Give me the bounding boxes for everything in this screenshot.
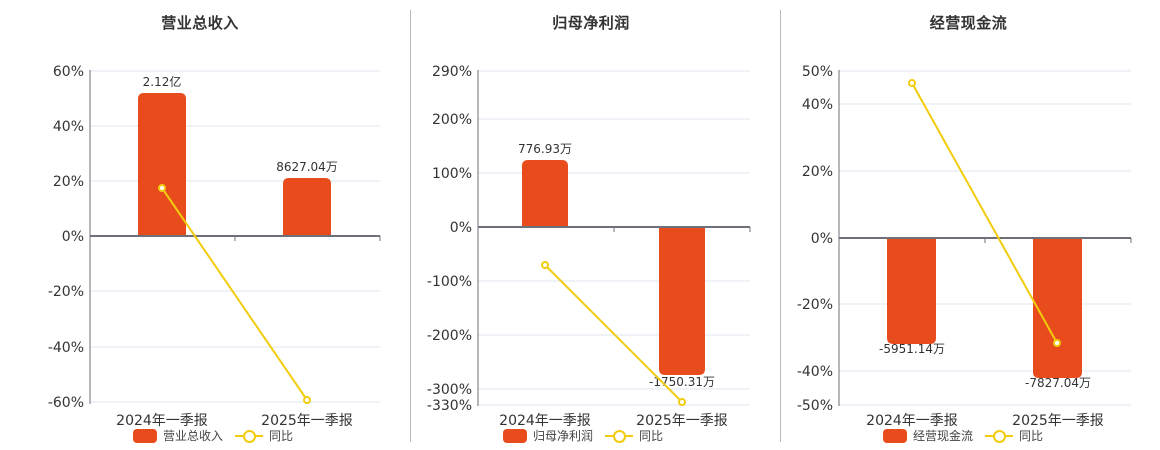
legend-bar-label[interactable]: 营业总收入: [163, 429, 224, 443]
svg-text:100%: 100%: [432, 166, 472, 182]
svg-text:2024年一季报: 2024年一季报: [116, 413, 208, 429]
bar-2024[interactable]: [887, 238, 936, 344]
bar-2025[interactable]: [659, 227, 705, 375]
svg-text:20%: 20%: [53, 174, 84, 190]
svg-text:40%: 40%: [802, 97, 833, 113]
svg-text:2024年一季报: 2024年一季报: [866, 413, 958, 429]
y-axis-labels: 290% 200% 100% 0% -100% -200% -300% -330…: [427, 64, 472, 414]
yoy-line: [161, 187, 308, 401]
yoy-point-2024[interactable]: [908, 79, 916, 87]
legend-bar-swatch: [133, 428, 157, 443]
grid-lines: [90, 70, 380, 403]
bar-2024[interactable]: [522, 160, 568, 227]
chart-title: 经营现金流: [929, 14, 1008, 32]
bar-2025[interactable]: [1033, 238, 1082, 378]
yoy-point-2025[interactable]: [303, 396, 311, 404]
svg-text:60%: 60%: [53, 64, 84, 80]
legend-line-label[interactable]: 同比: [639, 429, 664, 443]
yoy-line: [911, 82, 1058, 344]
svg-text:20%: 20%: [802, 164, 833, 180]
legend-line-label[interactable]: 同比: [1019, 429, 1044, 443]
bar-value-labels: 2.12亿 8627.04万: [143, 74, 338, 174]
svg-text:2024年一季报: 2024年一季报: [499, 413, 591, 429]
chart-plot: 50% 40% 20% 0% -20% -40% -50% -5951.14万 …: [797, 64, 1132, 429]
svg-text:2025年一季报: 2025年一季报: [636, 413, 728, 429]
svg-text:8627.04万: 8627.04万: [276, 160, 338, 174]
legend-line-label[interactable]: 同比: [269, 429, 294, 443]
svg-text:290%: 290%: [432, 64, 472, 80]
svg-text:-300%: -300%: [427, 382, 472, 398]
yoy-point-2025[interactable]: [1053, 339, 1061, 347]
bar-2025[interactable]: [283, 178, 331, 236]
x-axis-labels: 2024年一季报 2025年一季报: [499, 413, 728, 429]
grid-lines: [478, 70, 750, 406]
yoy-line: [544, 264, 683, 403]
svg-text:-100%: -100%: [427, 274, 472, 290]
svg-text:0%: 0%: [811, 231, 833, 247]
chart-title: 归母净利润: [552, 14, 630, 32]
chart-legend[interactable]: 归母净利润 同比: [503, 427, 663, 444]
chart-plot: 60% 40% 20% 0% -20% -40% -60% 2.12亿 8627…: [48, 64, 381, 429]
y-axis-labels: 50% 40% 20% 0% -20% -40% -50%: [797, 64, 833, 414]
svg-text:200%: 200%: [432, 112, 472, 128]
chart-panel-operating-cashflow: 经营现金流 50% 40% 20% 0% -20% -40% -50% -595…: [781, 0, 1160, 450]
yoy-point-2025[interactable]: [678, 398, 686, 406]
svg-text:776.93万: 776.93万: [518, 142, 572, 156]
chart-legend[interactable]: 经营现金流 同比: [883, 427, 1043, 444]
x-axis-labels: 2024年一季报 2025年一季报: [866, 413, 1104, 429]
panel-divider: [410, 10, 411, 442]
chart-panel-net-profit: 归母净利润 290% 200% 100% 0% -100% -200% -300…: [411, 0, 781, 450]
bar-2024[interactable]: [138, 93, 186, 236]
bar-value-labels: -5951.14万 -7827.04万: [879, 342, 1091, 390]
chart-panel-revenue: 营业总收入 60% 40% 20% 0% -20% -40% -60%: [0, 0, 410, 450]
yoy-point-2024[interactable]: [158, 184, 166, 192]
x-axis-labels: 2024年一季报 2025年一季报: [116, 413, 353, 429]
svg-text:-60%: -60%: [48, 395, 84, 411]
svg-text:40%: 40%: [53, 119, 84, 135]
legend-line-icon: [235, 429, 264, 443]
chart-title: 营业总收入: [161, 14, 239, 32]
svg-text:-40%: -40%: [797, 364, 833, 380]
chart-plot: 290% 200% 100% 0% -100% -200% -300% -330…: [427, 64, 751, 429]
svg-text:-1750.31万: -1750.31万: [649, 375, 715, 389]
yoy-point-2024[interactable]: [541, 261, 549, 269]
svg-text:-330%: -330%: [427, 398, 472, 414]
svg-text:2025年一季报: 2025年一季报: [261, 413, 353, 429]
svg-text:-5951.14万: -5951.14万: [879, 342, 945, 356]
legend-bar-swatch: [883, 428, 907, 443]
chart-legend[interactable]: 营业总收入 同比: [133, 427, 293, 444]
svg-text:-20%: -20%: [48, 284, 84, 300]
svg-text:-20%: -20%: [797, 297, 833, 313]
svg-text:0%: 0%: [450, 220, 472, 236]
svg-text:-7827.04万: -7827.04万: [1025, 376, 1091, 390]
svg-text:-50%: -50%: [797, 398, 833, 414]
svg-text:50%: 50%: [802, 64, 833, 80]
svg-text:2025年一季报: 2025年一季报: [1012, 413, 1104, 429]
legend-bar-label[interactable]: 归母净利润: [533, 429, 594, 443]
y-axis-labels: 60% 40% 20% 0% -20% -40% -60%: [48, 64, 84, 411]
svg-text:-40%: -40%: [48, 340, 84, 356]
svg-text:0%: 0%: [62, 229, 84, 245]
legend-line-icon: [985, 429, 1014, 443]
legend-bar-swatch: [503, 428, 527, 443]
legend-bar-label[interactable]: 经营现金流: [913, 429, 974, 443]
legend-line-icon: [605, 429, 634, 443]
svg-text:2.12亿: 2.12亿: [143, 74, 182, 89]
panel-divider: [780, 10, 781, 442]
svg-text:-200%: -200%: [427, 328, 472, 344]
